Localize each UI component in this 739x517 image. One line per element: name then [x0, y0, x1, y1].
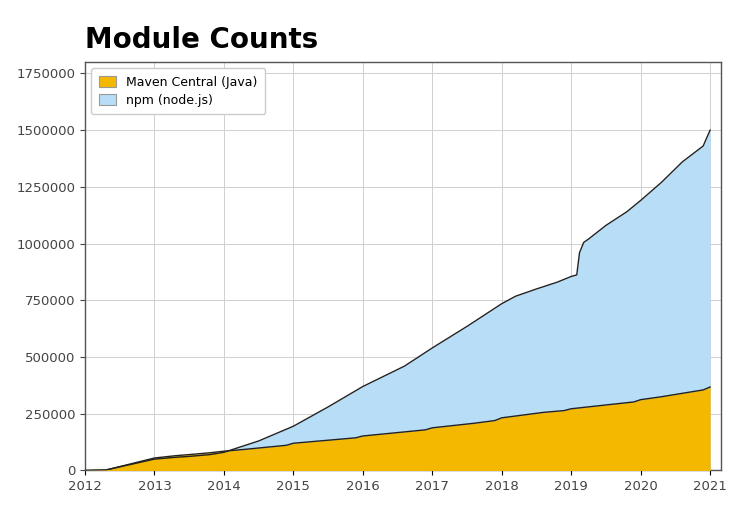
- Legend: Maven Central (Java), npm (node.js): Maven Central (Java), npm (node.js): [91, 68, 265, 114]
- Text: Module Counts: Module Counts: [85, 26, 319, 54]
